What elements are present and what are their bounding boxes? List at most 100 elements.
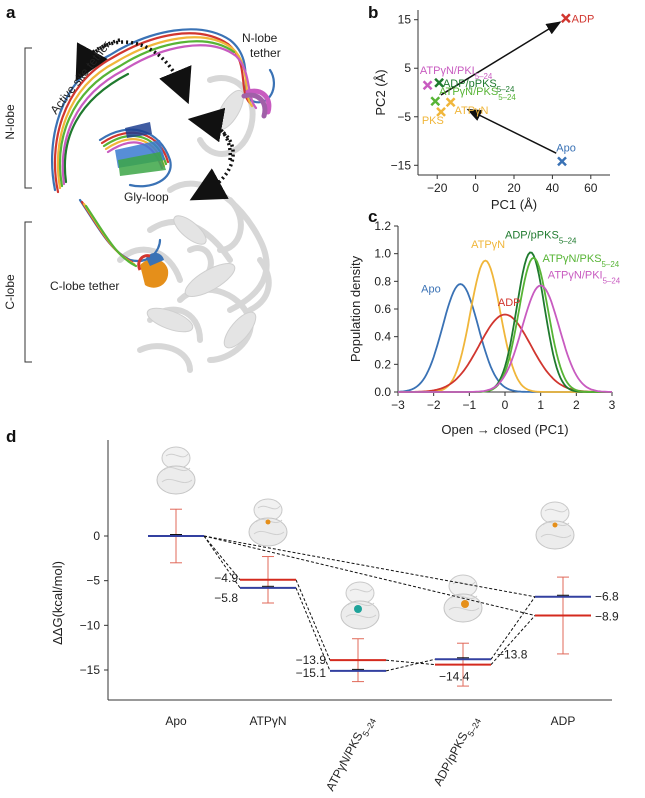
pca-x-tick-label: 0 — [472, 181, 479, 195]
density-x-tick-label: −2 — [427, 398, 441, 412]
loop-traces — [51, 28, 275, 268]
fe-value-blue: −5.8 — [214, 591, 238, 605]
pca-point — [434, 77, 445, 88]
fe-y-tick-label: −15 — [80, 663, 101, 677]
c-lobe-tether-label: C-lobe tether — [50, 279, 119, 293]
density-x-tick-label: −1 — [462, 398, 476, 412]
fe-y-tick-label: −10 — [80, 618, 101, 632]
c-lobe-label: C-lobe — [3, 274, 17, 310]
panel-letter-b: b — [368, 3, 378, 22]
density-x-tick-label: 2 — [573, 398, 580, 412]
structure-thumbnails — [156, 446, 575, 630]
thumbnail-ligand — [265, 519, 271, 525]
density-label-atpgn-pks: ATPγN/PKS5–24 — [542, 253, 619, 269]
panel-letter-a: a — [6, 3, 16, 22]
density-x-tick-label: 1 — [537, 398, 544, 412]
fe-connector — [203, 535, 536, 616]
n-lobe-bracket — [24, 47, 32, 189]
fe-connector — [490, 615, 536, 665]
pca-point — [445, 97, 456, 108]
panel-a: a N-lobe C-lobe — [3, 3, 281, 373]
thumbnail-c-lobe — [340, 600, 380, 630]
panel-c: c −3 −2 −1 0 1 2 3 0.0 0.2 0.4 0.6 0.8 1.0 1.2 Open → … — [348, 207, 621, 437]
dotted-arrow-right-top — [187, 107, 232, 161]
density-label-apo: Apo — [421, 283, 441, 295]
pca-point-stroke-2 — [560, 13, 571, 24]
thumbnail-ribbon — [161, 453, 193, 484]
pca-x-tick-label: −20 — [427, 181, 448, 195]
density-y-axis-title: Population density — [348, 255, 363, 362]
density-y-tick-label: 1.2 — [374, 219, 391, 233]
pca-point-stroke-2 — [434, 77, 445, 88]
free-energy-plot: 0 −5 −10 −15 ΔΔG(kcal/mol) Apo ATPγN ATPγN/PKS5… — [50, 440, 619, 793]
density-label-atpgn: ATPγN — [471, 239, 505, 251]
pca-x-tick-label: 60 — [584, 181, 598, 195]
fe-category-label: ATPγN — [249, 714, 286, 728]
thumbnail-c-lobe — [248, 517, 288, 547]
pca-label-atpgn: ATPγN — [454, 105, 488, 117]
fe-category-label: ATPγN/PKS5–24 — [323, 713, 378, 793]
density-label-atpgn-pki: ATPγN/PKI5–24 — [548, 270, 621, 286]
c-lobe-bracket — [24, 221, 32, 363]
n-lobe-tether-tube — [241, 88, 272, 119]
density-y-tick-label: 0.4 — [374, 330, 391, 344]
panel-d: d 0 −5 −10 −15 ΔΔG(kcal/mol) Apo ATPγN ATPγN/PK… — [6, 427, 619, 793]
structure-thumbnail — [340, 581, 380, 630]
thumbnail-ligand — [354, 605, 362, 613]
pca-y-tick-label: 15 — [398, 13, 412, 27]
pca-point-stroke-2 — [445, 97, 456, 108]
pca-point — [560, 13, 571, 24]
c-lobe-tether-blob — [137, 252, 169, 288]
density-x-tick-label: 3 — [609, 398, 616, 412]
fe-value-blue: −13.8 — [497, 647, 528, 661]
density-label-adp-ppks: ADP/pPKS5–24 — [505, 229, 577, 245]
fe-connector — [203, 535, 536, 598]
fe-value-red: −4.9 — [214, 571, 238, 585]
fe-category-label: ADP/pPKS5–24 — [431, 713, 484, 790]
panel-b: b −20 0 20 40 60 15 5 −5 −15 PC1 (Å) PC2 (Å) ADP Apo… — [368, 3, 610, 212]
pca-point-stroke-2 — [422, 80, 433, 91]
fe-connector — [490, 596, 536, 660]
fe-value-red: −14.4 — [439, 670, 470, 684]
fe-connector — [385, 659, 436, 666]
pca-arrow-from-apo — [466, 108, 557, 154]
density-label-adp: ADP — [498, 297, 521, 309]
density-curve — [398, 284, 612, 393]
density-x-tick-label: −3 — [391, 398, 405, 412]
gly-loop-sheets — [115, 122, 166, 176]
thumbnail-c-lobe — [156, 465, 196, 495]
fe-connector — [203, 535, 241, 589]
fe-value-red: −8.9 — [595, 610, 619, 624]
pca-label-adp: ADP — [572, 13, 595, 25]
pca-point-stroke-2 — [430, 96, 441, 107]
pca-label-atpgn-pki: ATPγN/PKI5–24 — [420, 65, 493, 81]
pca-label-adp-ppks: ADP/pPKS5–24 — [443, 78, 515, 94]
fe-value-blue: −6.8 — [595, 590, 619, 604]
structure-thumbnail — [156, 446, 196, 495]
pca-scatter-plot: −20 0 20 40 60 15 5 −5 −15 PC1 (Å) PC2 (Å) ADP Apo AT… — [373, 10, 610, 212]
panel-letter-c: c — [368, 207, 377, 226]
fe-y-tick-label: −5 — [86, 574, 100, 588]
pca-y-tick-label: −5 — [397, 110, 411, 124]
pca-label-apo: Apo — [556, 142, 576, 154]
n-lobe-tether-label-2: tether — [250, 46, 281, 60]
density-y-tick-label: 0.0 — [374, 385, 391, 399]
pca-y-tick-label: 5 — [404, 61, 411, 75]
pca-point — [436, 107, 446, 117]
pca-point-stroke-2 — [557, 156, 567, 167]
density-x-axis-title: Open → closed (PC1) — [441, 422, 568, 437]
pca-point-stroke-2 — [436, 107, 446, 117]
density-x-tick-label: 0 — [502, 398, 509, 412]
pca-arrow-to-adp — [440, 21, 562, 96]
density-y-tick-label: 0.2 — [374, 357, 391, 371]
thumbnail-ligand — [552, 522, 558, 528]
pca-y-tick-label: −15 — [391, 158, 412, 172]
thumbnail-c-lobe — [535, 520, 575, 550]
thumbnail-ribbon — [345, 588, 377, 619]
thumbnail-ligand — [461, 600, 469, 608]
pca-x-tick-label: 40 — [546, 181, 560, 195]
fe-y-axis-title: ΔΔG(kcal/mol) — [50, 561, 65, 645]
fe-connector — [203, 535, 241, 581]
panel-letter-d: d — [6, 427, 16, 446]
